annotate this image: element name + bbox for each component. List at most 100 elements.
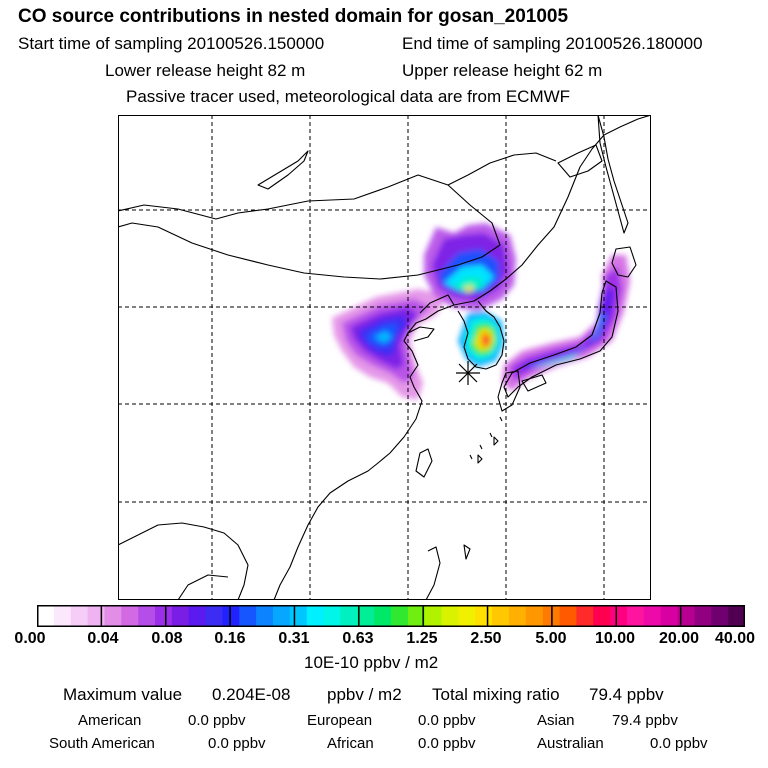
max-value-label: Maximum value bbox=[63, 685, 183, 704]
coast-south-islands bbox=[463, 436, 499, 560]
start-time-label: Start time of sampling 20100526.150000 bbox=[18, 34, 325, 53]
colorbar-cell bbox=[593, 605, 611, 627]
colorbar-tick-label: 20.00 bbox=[658, 630, 700, 647]
colorbar-cell bbox=[37, 605, 55, 627]
colorbar-cell bbox=[188, 605, 207, 627]
plume-japan-3 bbox=[516, 287, 614, 369]
colorbar-tick-label: 5.00 bbox=[535, 630, 567, 647]
colorbar-cell bbox=[121, 605, 139, 627]
plume-north-6 bbox=[464, 285, 474, 293]
colorbar-cell bbox=[323, 605, 342, 627]
region-name-asian: Asian bbox=[537, 712, 575, 729]
colorbar-cell bbox=[694, 605, 712, 627]
colorbar-cell bbox=[660, 605, 679, 627]
colorbar-cell bbox=[627, 605, 645, 627]
receptor-star-icon bbox=[456, 361, 480, 385]
border-inner bbox=[118, 522, 249, 600]
coast-shandong bbox=[407, 326, 435, 342]
coast-baikal bbox=[257, 150, 309, 190]
coast-northeast bbox=[557, 144, 603, 178]
colorbar-cell bbox=[711, 605, 729, 627]
tracer-note: Passive tracer used, meteorological data… bbox=[126, 87, 571, 106]
coast-sakhalin bbox=[597, 115, 629, 234]
region-name-australian: Australian bbox=[537, 735, 604, 752]
colorbar-cell bbox=[643, 605, 662, 627]
colorbar-units: 10E-10 ppbv / m2 bbox=[304, 653, 439, 672]
coastlines bbox=[118, 115, 651, 600]
plume-japan-5 bbox=[528, 353, 580, 369]
plume-korea-6 bbox=[482, 337, 488, 345]
region-name-south-american: South American bbox=[49, 735, 155, 752]
region-value-south-american: 0.0 ppbv bbox=[208, 735, 266, 752]
colorbar-cell bbox=[677, 605, 696, 627]
region-value-australian: 0.0 ppbv bbox=[650, 735, 708, 752]
colorbar-cell bbox=[509, 605, 527, 627]
end-time-label: End time of sampling 20100526.180000 bbox=[402, 34, 703, 53]
region-name-american: American bbox=[78, 712, 142, 729]
colorbar-tick-label: 10.00 bbox=[594, 630, 636, 647]
colorbar-tick-label: 0.31 bbox=[278, 630, 310, 647]
colorbar-cell bbox=[306, 605, 325, 627]
region-value-european: 0.0 ppbv bbox=[418, 712, 476, 729]
max-value-unit: ppbv / m2 bbox=[327, 685, 402, 704]
colorbar-cell bbox=[374, 605, 392, 627]
coast-korea bbox=[457, 300, 505, 370]
total-mixing-label: Total mixing ratio bbox=[432, 685, 560, 704]
region-name-european: European bbox=[307, 712, 373, 729]
colorbar-tick-label: 1.25 bbox=[406, 630, 438, 647]
colorbar-cell bbox=[205, 605, 224, 627]
colorbar-cell bbox=[610, 605, 628, 627]
plume-china-6 bbox=[374, 331, 392, 343]
colorbar-cell bbox=[424, 605, 443, 627]
region-value-african: 0.0 ppbv bbox=[418, 735, 476, 752]
colorbar-tick-label: 0.08 bbox=[151, 630, 183, 647]
coast-taiwan bbox=[415, 448, 433, 478]
map-panel bbox=[118, 115, 651, 600]
colorbar-cell bbox=[475, 605, 493, 627]
colorbar-cell bbox=[492, 605, 510, 627]
colorbar-cell bbox=[458, 605, 476, 627]
coast-ryukyu bbox=[469, 416, 503, 460]
coast-kyushu bbox=[497, 370, 521, 412]
colorbar-cell bbox=[391, 605, 409, 627]
coast-japan bbox=[611, 246, 637, 278]
colorbar-cell bbox=[239, 605, 257, 627]
colorbar-cell bbox=[441, 605, 460, 627]
colorbar-tick-label: 40.00 bbox=[714, 630, 756, 647]
region-value-american: 0.0 ppbv bbox=[188, 712, 246, 729]
colorbar-cell bbox=[138, 605, 156, 627]
colorbar-cell bbox=[289, 605, 308, 627]
colorbar-tick-label: 0.00 bbox=[14, 630, 46, 647]
colorbar-cell bbox=[87, 605, 106, 627]
region-value-asian: 79.4 ppbv bbox=[612, 712, 678, 729]
colorbar-cell bbox=[576, 605, 594, 627]
coast-mainland bbox=[273, 115, 651, 600]
region-name-african: African bbox=[327, 735, 374, 752]
coast-bohai bbox=[419, 294, 455, 314]
coast-honshu bbox=[503, 280, 619, 398]
coast-shikoku bbox=[521, 374, 547, 392]
colorbar-cell bbox=[70, 605, 89, 627]
colorbar-tick-label: 2.50 bbox=[470, 630, 502, 647]
border-north-rus bbox=[447, 152, 557, 186]
coast-philippines bbox=[425, 546, 441, 600]
colorbar-cell bbox=[222, 605, 240, 627]
colorbar-cell bbox=[525, 605, 544, 627]
colorbar-cell bbox=[340, 605, 358, 627]
colorbar-cell bbox=[155, 605, 173, 627]
grid bbox=[118, 115, 651, 600]
colorbar-cell bbox=[53, 605, 72, 627]
colorbar-cell bbox=[256, 605, 274, 627]
colorbar-tick-label: 0.04 bbox=[87, 630, 119, 647]
colorbar bbox=[37, 605, 745, 627]
colorbar-cell bbox=[104, 605, 122, 627]
colorbar-cell bbox=[559, 605, 578, 627]
map-title: CO source contributions in nested domain… bbox=[18, 6, 569, 27]
colorbar-cell bbox=[407, 605, 426, 627]
colorbar-cell bbox=[728, 605, 745, 627]
border-mongolia bbox=[118, 174, 501, 280]
colorbar-cell bbox=[171, 605, 190, 627]
colorbar-cell bbox=[273, 605, 291, 627]
colorbar-frame bbox=[37, 605, 745, 627]
total-mixing-value: 79.4 ppbv bbox=[589, 685, 664, 704]
